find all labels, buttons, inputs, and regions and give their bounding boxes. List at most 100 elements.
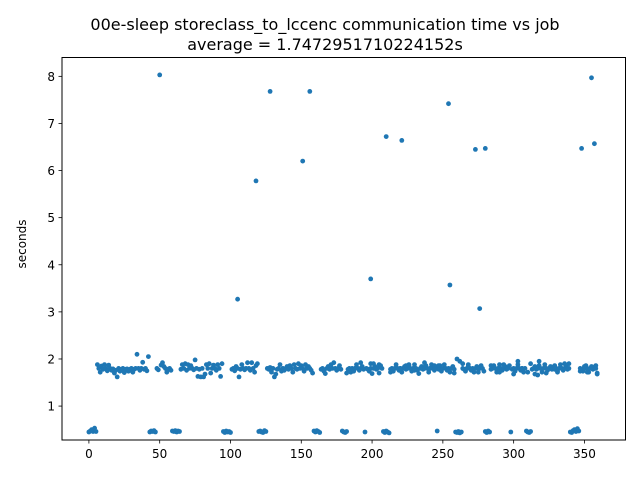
data-point xyxy=(245,360,250,366)
data-point xyxy=(157,72,163,78)
axis-ticks: 0 50 100 150 200 250 300 350 1 2 3 4 5 6 7 8 xyxy=(47,70,596,461)
data-point xyxy=(146,354,151,359)
x-tick-label: 150 xyxy=(290,447,313,461)
data-point xyxy=(155,367,161,373)
y-tick-label: 3 xyxy=(47,305,55,319)
data-point xyxy=(393,362,399,367)
data-point xyxy=(426,369,432,375)
data-point xyxy=(412,362,417,367)
data-point xyxy=(451,366,457,372)
data-point xyxy=(153,429,158,435)
data-point xyxy=(291,362,297,367)
data-point xyxy=(497,362,502,367)
data-point xyxy=(307,89,313,94)
data-point xyxy=(436,363,441,368)
data-point xyxy=(488,363,494,368)
data-point xyxy=(97,369,103,375)
data-point xyxy=(521,369,526,375)
data-point xyxy=(477,306,483,311)
y-tick-label: 5 xyxy=(47,211,55,225)
x-tick-label: 250 xyxy=(431,447,454,461)
data-point xyxy=(331,360,337,366)
data-point xyxy=(300,158,306,164)
data-point xyxy=(594,371,600,377)
data-point xyxy=(202,371,208,377)
chart-title: 00e-sleep storeclass_to_lccenc communica… xyxy=(90,15,559,35)
y-tick-label: 2 xyxy=(47,352,55,366)
data-point xyxy=(376,370,382,376)
data-point xyxy=(475,369,481,375)
plot-frame xyxy=(61,57,626,441)
data-point xyxy=(95,362,100,367)
data-point xyxy=(536,358,542,364)
data-point xyxy=(458,429,464,435)
chart-subtitle: average = 1.7472951710224152s xyxy=(187,35,463,54)
data-point xyxy=(584,369,590,375)
data-point xyxy=(277,362,283,367)
data-point xyxy=(515,358,521,364)
data-point xyxy=(219,361,225,367)
data-point xyxy=(465,364,471,369)
data-point xyxy=(267,89,273,94)
data-point xyxy=(290,369,296,375)
data-point xyxy=(519,366,525,371)
x-tick-label: 300 xyxy=(502,447,525,461)
data-point xyxy=(532,371,538,377)
data-point xyxy=(562,361,567,367)
data-point xyxy=(593,366,599,371)
data-point xyxy=(566,361,572,367)
data-point xyxy=(543,370,549,376)
data-point xyxy=(582,364,587,369)
data-point xyxy=(482,146,488,151)
data-point xyxy=(368,276,374,282)
data-point xyxy=(497,369,502,375)
data-point xyxy=(542,362,548,367)
data-point xyxy=(447,369,453,375)
data-point xyxy=(447,282,453,288)
data-point xyxy=(473,147,478,152)
data-point xyxy=(273,371,279,377)
data-point xyxy=(140,359,146,365)
data-point xyxy=(528,429,533,434)
data-point xyxy=(354,362,359,367)
y-tick-label: 8 xyxy=(47,70,55,84)
data-point xyxy=(322,371,328,376)
data-point xyxy=(460,361,466,367)
y-tick-label: 6 xyxy=(47,164,55,178)
data-point xyxy=(579,146,584,151)
data-point xyxy=(253,178,259,184)
data-point xyxy=(216,366,222,371)
data-point xyxy=(134,351,140,357)
data-point xyxy=(236,374,242,380)
data-point xyxy=(539,369,545,375)
data-point xyxy=(215,362,221,367)
data-point xyxy=(398,366,403,371)
data-point xyxy=(481,368,487,374)
data-point xyxy=(589,75,594,81)
data-point xyxy=(451,370,457,376)
data-point xyxy=(528,361,533,367)
y-tick-label: 7 xyxy=(47,117,55,131)
data-point xyxy=(507,363,512,368)
data-point xyxy=(416,371,422,376)
data-point xyxy=(239,362,245,367)
data-point xyxy=(441,362,447,367)
data-point xyxy=(422,360,427,366)
data-point xyxy=(168,367,174,373)
data-point xyxy=(102,362,107,367)
data-point xyxy=(412,367,417,373)
data-point xyxy=(218,374,224,379)
data-point xyxy=(434,428,440,434)
data-point xyxy=(344,429,349,434)
data-point xyxy=(252,369,257,375)
data-point xyxy=(566,366,572,371)
data-point xyxy=(249,360,255,366)
data-point xyxy=(515,362,521,367)
data-point xyxy=(144,368,150,374)
y-axis-label: seconds xyxy=(15,219,29,268)
data-point xyxy=(228,430,233,435)
data-point xyxy=(199,366,205,371)
data-point xyxy=(427,366,433,371)
data-point xyxy=(114,374,120,380)
